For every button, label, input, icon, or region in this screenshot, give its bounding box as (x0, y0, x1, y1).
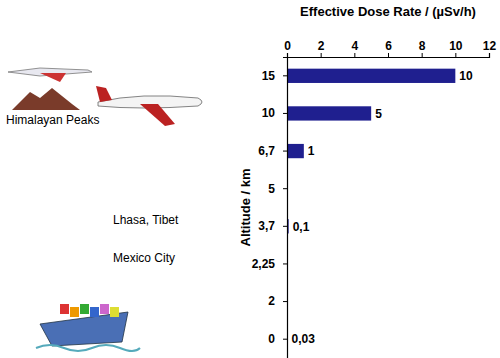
x-tick-label: 4 (351, 39, 358, 53)
concorde-wing (40, 73, 66, 82)
bar (287, 106, 371, 120)
x-tick-label: 10 (449, 39, 463, 53)
y-tick-label: 3,7 (258, 219, 275, 233)
x-tick: 12 (483, 39, 497, 57)
airliner-wing (140, 104, 175, 126)
x-tick-mark (287, 53, 288, 57)
illustrations (8, 68, 202, 351)
chart: 02468101215106,753,72,2520Effective Dose… (0, 0, 500, 358)
x-tick-mark (489, 53, 490, 57)
x-tick-label: 12 (483, 39, 497, 53)
annotation: Himalayan Peaks (6, 113, 99, 127)
x-tick-mark (455, 53, 456, 57)
x-tick: 0 (284, 39, 291, 57)
y-tick-mark (283, 263, 287, 264)
y-tick: 6,7 (258, 144, 287, 158)
y-tick: 0 (268, 332, 287, 346)
bar (287, 69, 455, 83)
bar (287, 144, 304, 158)
ship-cargo (60, 304, 69, 314)
x-tick-mark (321, 53, 322, 57)
airliner-tail (96, 86, 112, 102)
mountain-icon (12, 88, 80, 110)
y-tick-mark (283, 151, 287, 152)
y-tick-mark (283, 226, 287, 227)
y-tick-mark (283, 113, 287, 114)
x-tick-label: 8 (419, 39, 426, 53)
x-tick: 2 (318, 39, 325, 57)
y-tick-label: 2,25 (252, 257, 276, 271)
y-tick-mark (283, 339, 287, 340)
bars (287, 69, 455, 347)
ship-cargo (80, 304, 89, 314)
ship-hull (40, 312, 128, 346)
y-tick-mark (283, 75, 287, 76)
data-label: 5 (375, 107, 382, 121)
x-tick: 6 (385, 39, 392, 57)
y-tick: 5 (268, 182, 287, 196)
x-tick: 10 (449, 39, 463, 57)
annotation: Lhasa, Tibet (113, 213, 179, 227)
data-label: 0,1 (293, 220, 310, 234)
ship-cargo (90, 307, 99, 317)
data-label: 10 (459, 69, 473, 83)
x-tick-mark (388, 53, 389, 57)
y-axis-line (283, 58, 288, 358)
waves (36, 345, 140, 351)
x-axis: 0 2 4 6 8 10 12 (284, 39, 496, 58)
y-tick-label: 10 (262, 106, 276, 120)
x-axis-line (288, 53, 490, 58)
y-tick-mark (283, 301, 287, 302)
annotation: Mexico City (113, 251, 175, 265)
data-label: 0,03 (292, 332, 316, 346)
ship-cargo (100, 304, 109, 314)
x-tick-label: 6 (385, 39, 392, 53)
data-labels: 10 5 1 0,1 0,03 (292, 69, 474, 346)
x-tick: 8 (419, 39, 426, 57)
y-tick: 2,25 (252, 257, 287, 271)
y-tick: 15 (262, 69, 287, 83)
ship-cargo (70, 307, 79, 317)
y-tick: 10 (262, 106, 287, 120)
x-tick: 4 (351, 39, 358, 57)
y-tick-label: 5 (268, 182, 275, 196)
x-tick-label: 2 (318, 39, 325, 53)
y-axis: 15 10 6,7 5 3,7 2,25 2 0 (252, 58, 288, 358)
x-axis-title: Effective Dose Rate / (µSv/h) (300, 4, 476, 19)
y-axis-title: Altitude / km (238, 168, 253, 246)
y-tick-label: 6,7 (258, 144, 275, 158)
y-tick-mark (283, 188, 287, 189)
annotations: Himalayan Peaks Lhasa, Tibet Mexico City (6, 113, 179, 265)
x-tick-mark (422, 53, 423, 57)
y-tick: 2 (268, 294, 287, 308)
ship-cargo (110, 307, 119, 317)
data-label: 1 (308, 144, 315, 158)
y-tick-label: 15 (262, 69, 276, 83)
x-tick-label: 0 (284, 39, 291, 53)
x-tick-mark (354, 53, 355, 57)
y-tick-label: 2 (268, 294, 275, 308)
y-tick: 3,7 (258, 219, 287, 233)
y-tick-label: 0 (268, 332, 275, 346)
